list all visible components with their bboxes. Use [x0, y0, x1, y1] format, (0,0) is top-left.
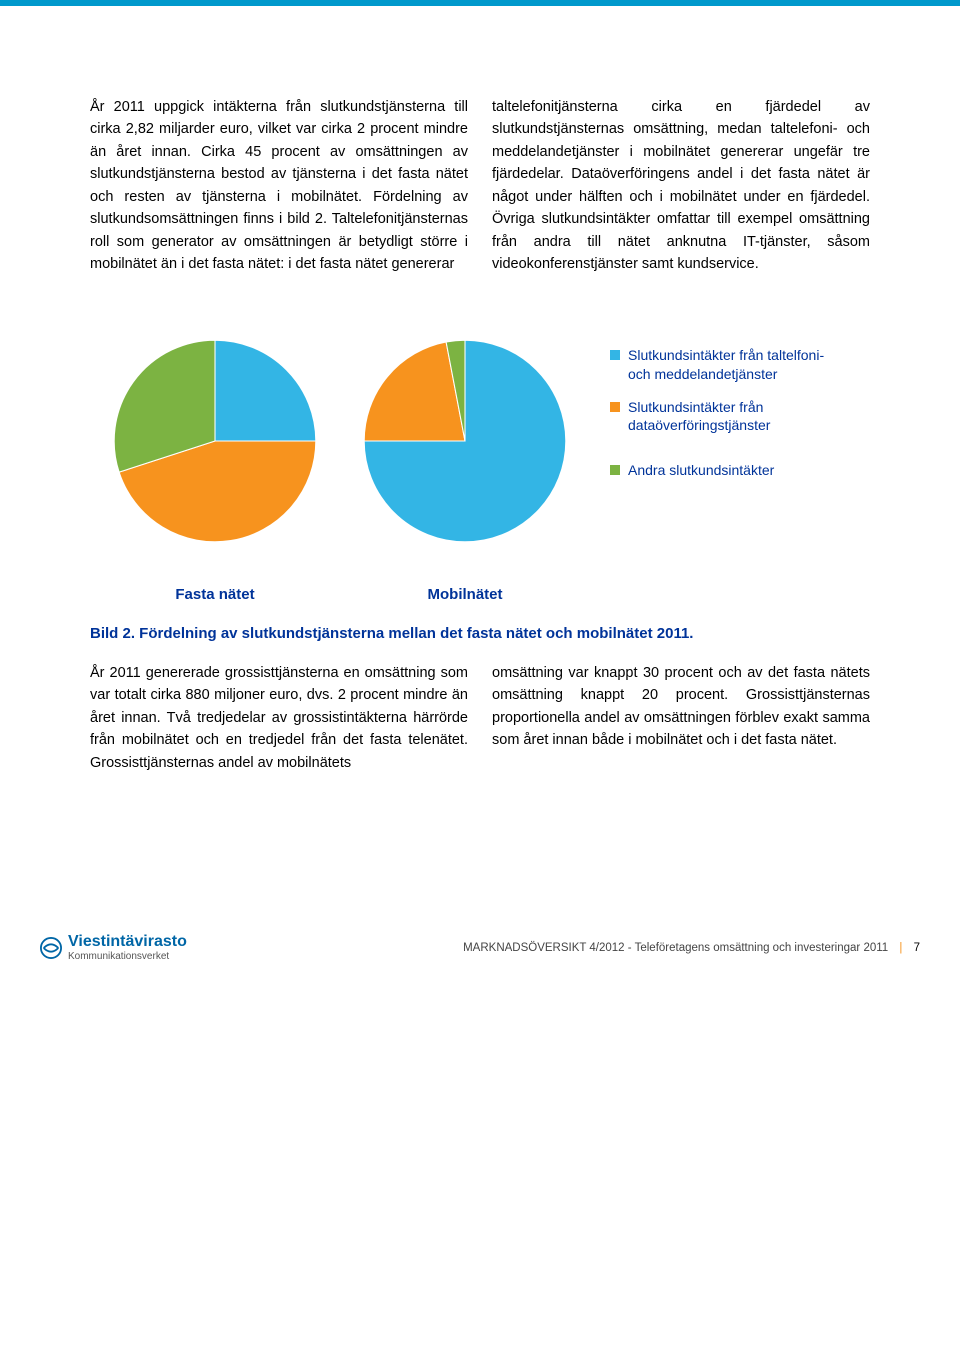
- legend-label: Andra slutkundsintäkter: [628, 461, 774, 480]
- footer-page-number: 7: [914, 942, 920, 954]
- pie-fasta-label: Fasta nätet: [175, 586, 254, 603]
- legend-item: Slutkundsintäkter från taltelfoni- och m…: [610, 346, 850, 384]
- footer-logo: Viestintävirasto Kommunikationsverket: [40, 934, 187, 962]
- page-footer: Viestintävirasto Kommunikationsverket MA…: [0, 934, 960, 992]
- legend-swatch: [610, 402, 620, 412]
- pie-mobil: Mobilnätet: [340, 336, 590, 603]
- legend-label: Slutkundsintäkter från dataöverföringstj…: [628, 398, 850, 436]
- body-para-bottom-left: År 2011 genererade grossisttjänsterna en…: [90, 662, 468, 774]
- legend-swatch: [610, 465, 620, 475]
- chart-legend: Slutkundsintäkter från taltelfoni- och m…: [610, 346, 850, 494]
- figure-caption: Bild 2. Fördelning av slutkundstjänstern…: [90, 623, 870, 644]
- pie-mobil-label: Mobilnätet: [428, 586, 503, 603]
- body-text-bottom: År 2011 genererade grossisttjänsterna en…: [90, 662, 870, 774]
- chart-area: Fasta nätet Mobilnätet Slutkundsintäkter…: [90, 336, 870, 603]
- body-para-top-right: taltelefonitjänsterna cirka en fjärdedel…: [492, 96, 870, 276]
- footer-line: MARKNADSÖVERSIKT 4/2012 - Teleföretagens…: [203, 942, 920, 954]
- logo-sub-text: Kommunikationsverket: [68, 952, 187, 962]
- legend-swatch: [610, 350, 620, 360]
- pie-fasta: Fasta nätet: [90, 336, 340, 603]
- body-text-top: År 2011 uppgick intäkterna från slutkund…: [90, 96, 870, 276]
- pie-slice: [215, 340, 316, 441]
- body-para-top-left: År 2011 uppgick intäkterna från slutkund…: [90, 96, 468, 276]
- footer-separator: |: [899, 942, 902, 954]
- body-para-bottom-right: omsättning var knappt 30 procent och av …: [492, 662, 870, 774]
- page-content: År 2011 uppgick intäkterna från slutkund…: [0, 6, 960, 774]
- legend-item: Andra slutkundsintäkter: [610, 461, 850, 480]
- logo-icon: [40, 937, 62, 959]
- legend-item: Slutkundsintäkter från dataöverföringstj…: [610, 398, 850, 436]
- logo-main-text: Viestintävirasto: [68, 934, 187, 950]
- footer-text: MARKNADSÖVERSIKT 4/2012 - Teleföretagens…: [463, 942, 888, 954]
- legend-label: Slutkundsintäkter från taltelfoni- och m…: [628, 346, 850, 384]
